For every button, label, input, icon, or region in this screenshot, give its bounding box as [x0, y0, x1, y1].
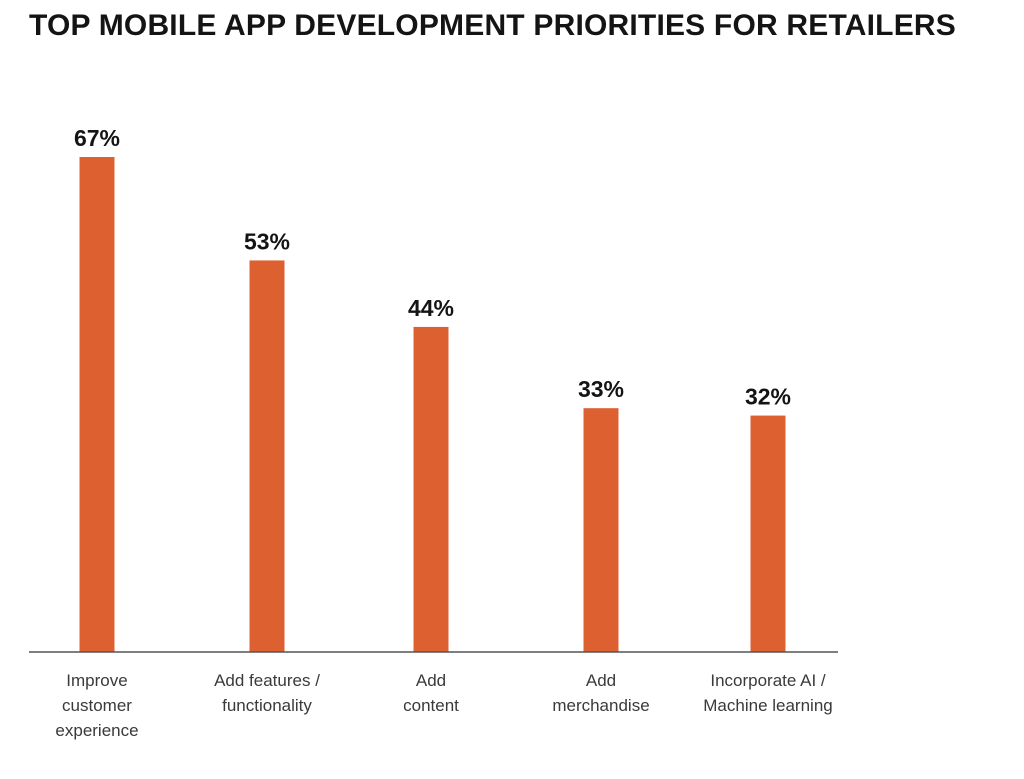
category-label-line: content	[403, 696, 459, 715]
value-label-1: 67%	[74, 125, 120, 151]
category-label-line: Add	[586, 671, 616, 690]
value-label-3: 44%	[408, 295, 454, 321]
category-label-4: Add merchandise	[552, 671, 649, 715]
value-labels-group: 67% 53% 44% 33% 32%	[74, 125, 791, 410]
category-label-line: Machine learning	[703, 696, 832, 715]
category-label-line: Add features /	[214, 671, 320, 690]
category-label-2: Add features / functionality	[214, 671, 320, 715]
value-label-4: 33%	[578, 376, 624, 402]
bar-5	[750, 415, 786, 652]
category-label-line: customer	[62, 696, 132, 715]
category-label-line: functionality	[222, 696, 312, 715]
value-label-5: 32%	[745, 384, 791, 410]
category-label-5: Incorporate AI / Machine learning	[703, 671, 832, 715]
bar-1	[79, 157, 115, 652]
category-label-3: Add content	[403, 671, 459, 715]
category-label-line: Incorporate AI /	[710, 671, 826, 690]
bar-2	[249, 260, 285, 652]
bar-3	[413, 326, 449, 652]
category-labels-group: Improve customer experience Add features / f…	[55, 671, 832, 740]
bars-group	[79, 157, 786, 652]
value-label-2: 53%	[244, 228, 290, 254]
category-label-line: merchandise	[552, 696, 649, 715]
category-label-line: Add	[416, 671, 446, 690]
category-label-1: Improve customer experience	[55, 671, 138, 740]
category-label-line: experience	[55, 721, 138, 740]
chart-title: TOP MOBILE APP DEVELOPMENT PRIORITIES FO…	[29, 9, 956, 42]
bar-4	[583, 408, 619, 652]
category-label-line: Improve	[66, 671, 127, 690]
